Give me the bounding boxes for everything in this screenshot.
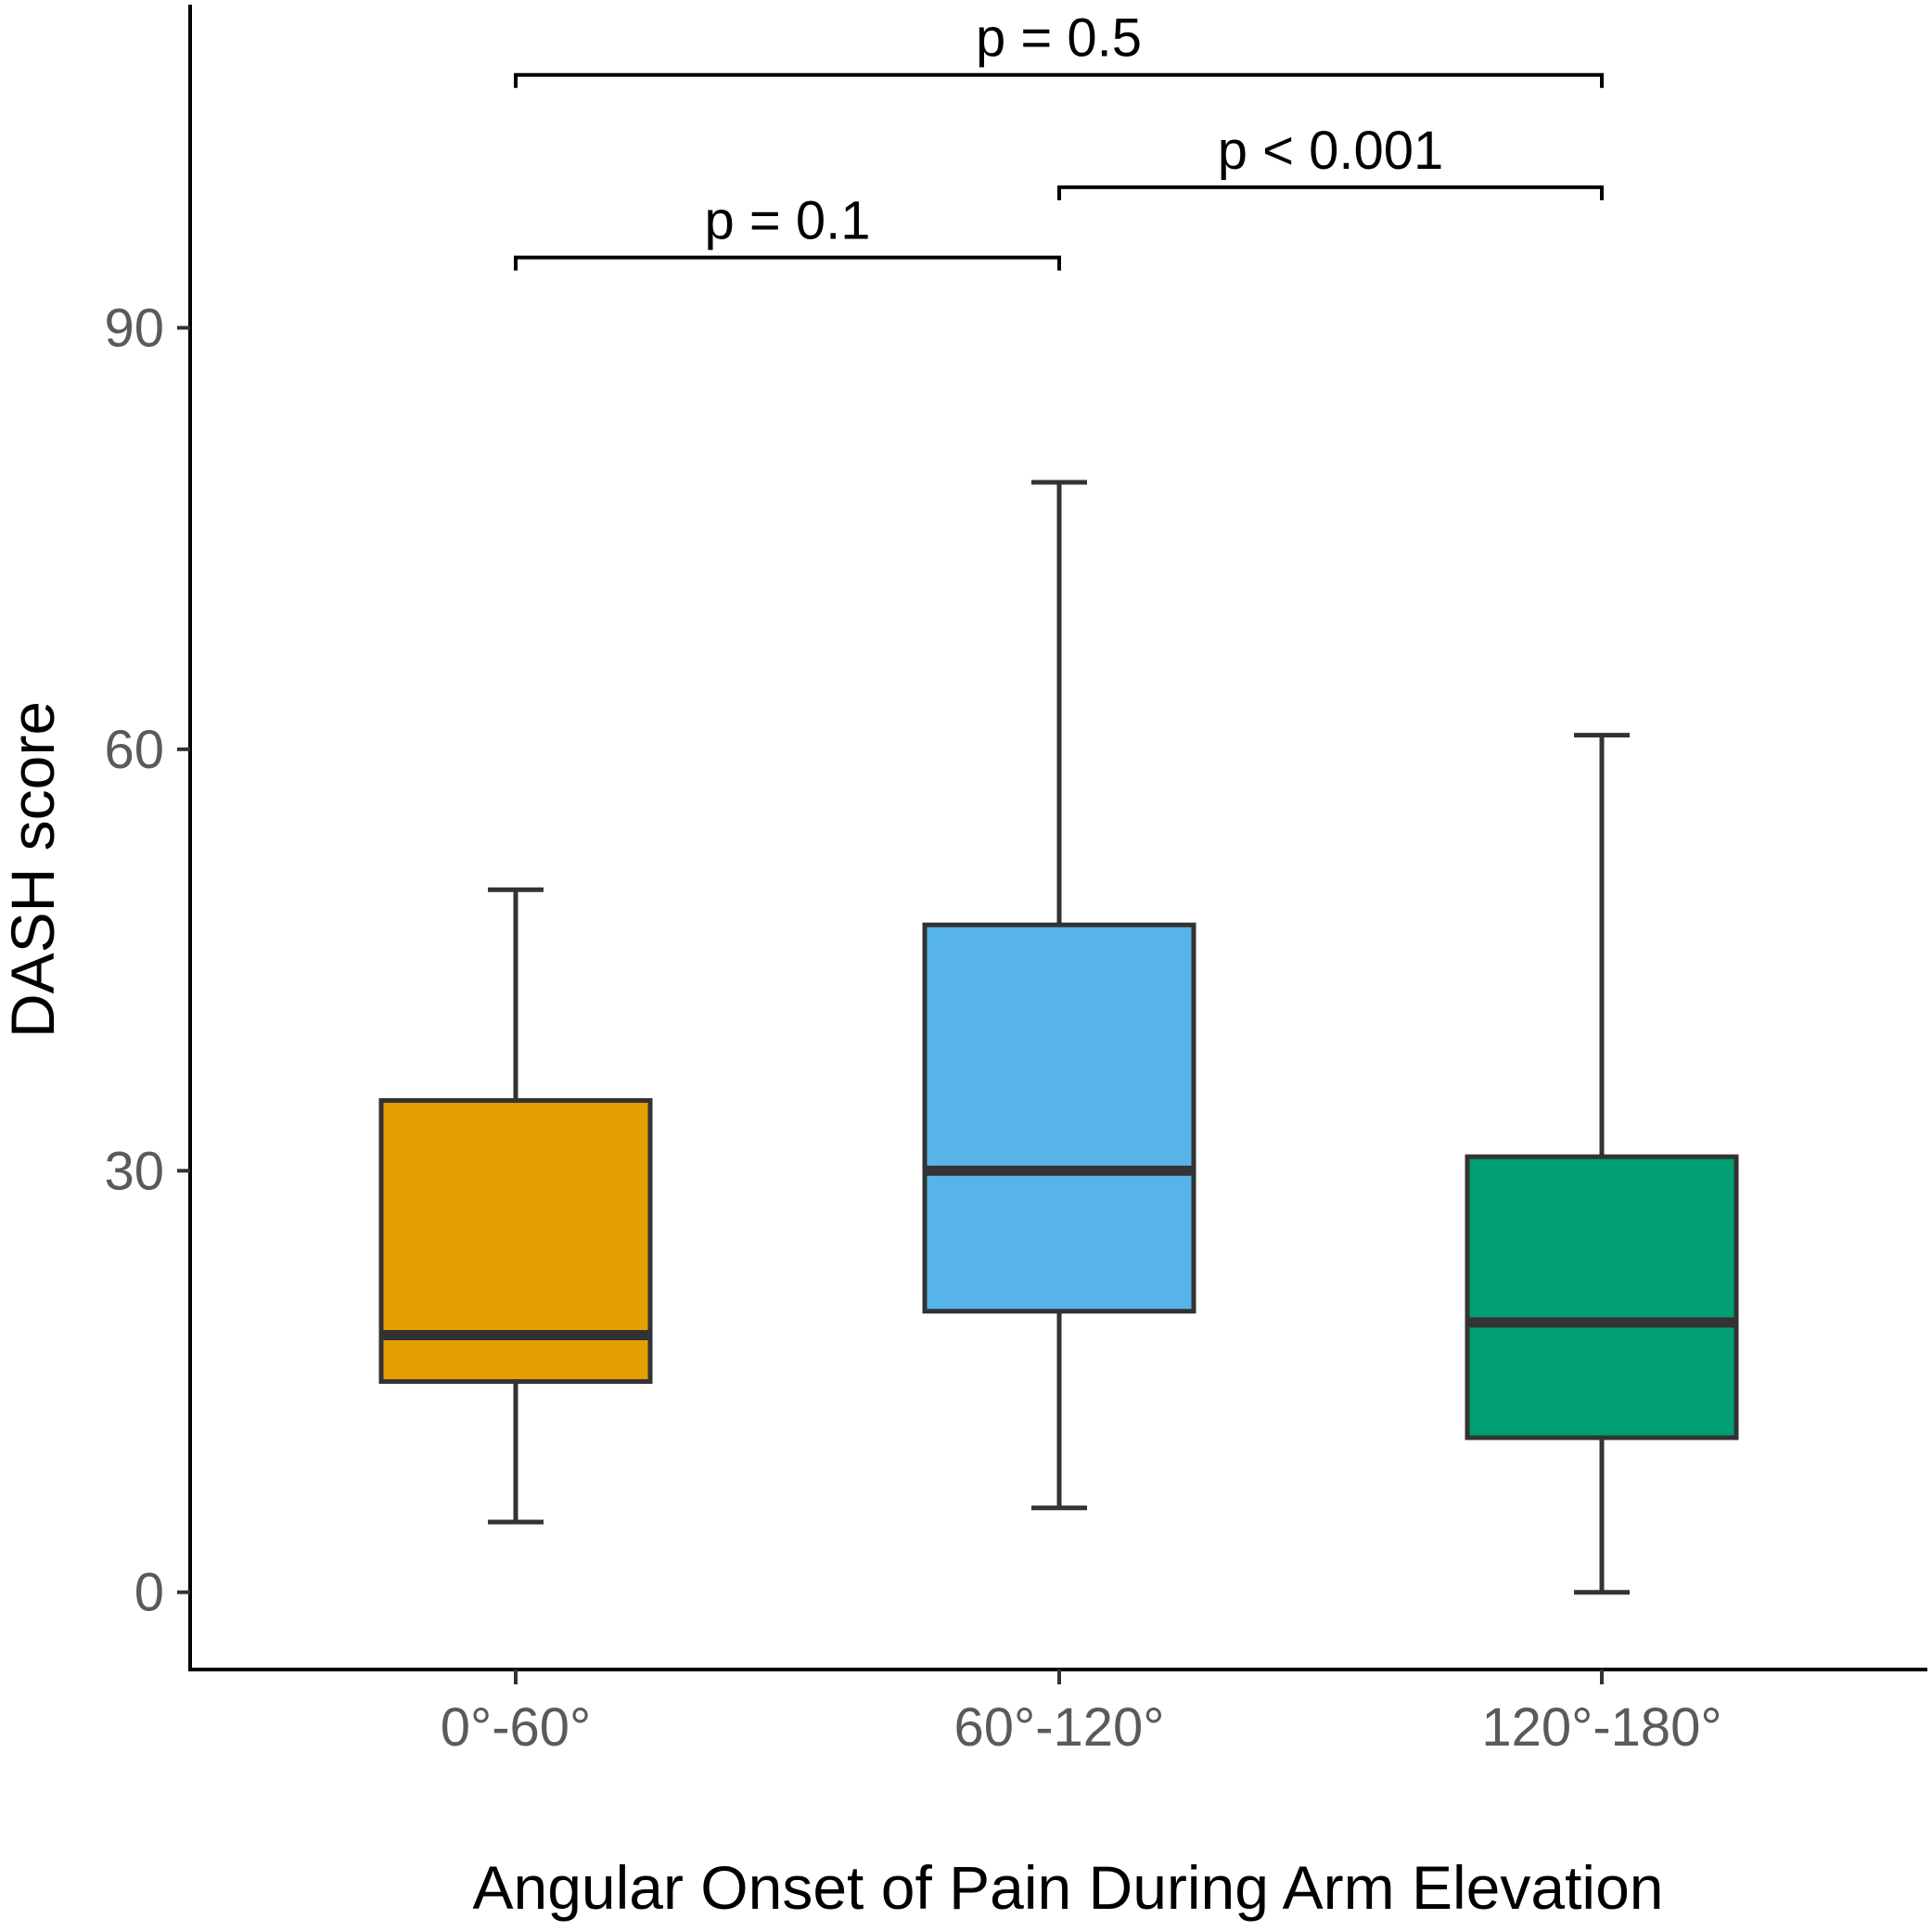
y-tick-label: 0 — [134, 1563, 164, 1623]
x-tick-label: 120°-180° — [1481, 1697, 1721, 1758]
plot-marks: p = 0.1 p < 0.001 p = 0.5 — [378, 8, 1739, 1595]
p-value-label: p = 0.5 — [976, 8, 1142, 69]
x-tick-label: 60°-120° — [954, 1697, 1165, 1758]
bracket-line — [1057, 185, 1604, 200]
significance-bracket-1: p = 0.1 — [514, 191, 1061, 271]
bracket-line — [514, 255, 1061, 271]
significance-bracket-2: p < 0.001 — [1057, 121, 1604, 200]
significance-bracket-3: p = 0.5 — [514, 8, 1604, 88]
y-tick-label: 30 — [104, 1141, 164, 1201]
y-tick-label: 60 — [104, 720, 164, 780]
box-group-1 — [378, 887, 653, 1525]
y-axis-ticks: 0 30 60 90 — [104, 298, 190, 1623]
bracket-line — [514, 72, 1604, 88]
y-tick-label: 90 — [104, 298, 164, 358]
x-tick-label: 0°-60° — [441, 1697, 591, 1758]
x-axis-title: Angular Onset of Pain During Arm Elevati… — [472, 1853, 1663, 1922]
box-group-3 — [1465, 733, 1739, 1595]
p-value-label: p = 0.1 — [705, 191, 871, 251]
iqr-box — [922, 922, 1196, 1314]
y-axis-title: DASH score — [0, 701, 67, 1038]
box-group-2 — [922, 480, 1196, 1511]
p-value-label: p < 0.001 — [1218, 121, 1444, 181]
x-axis-ticks: 0°-60° 60°-120° 120°-180° — [441, 1670, 1722, 1758]
iqr-box — [1465, 1154, 1739, 1440]
